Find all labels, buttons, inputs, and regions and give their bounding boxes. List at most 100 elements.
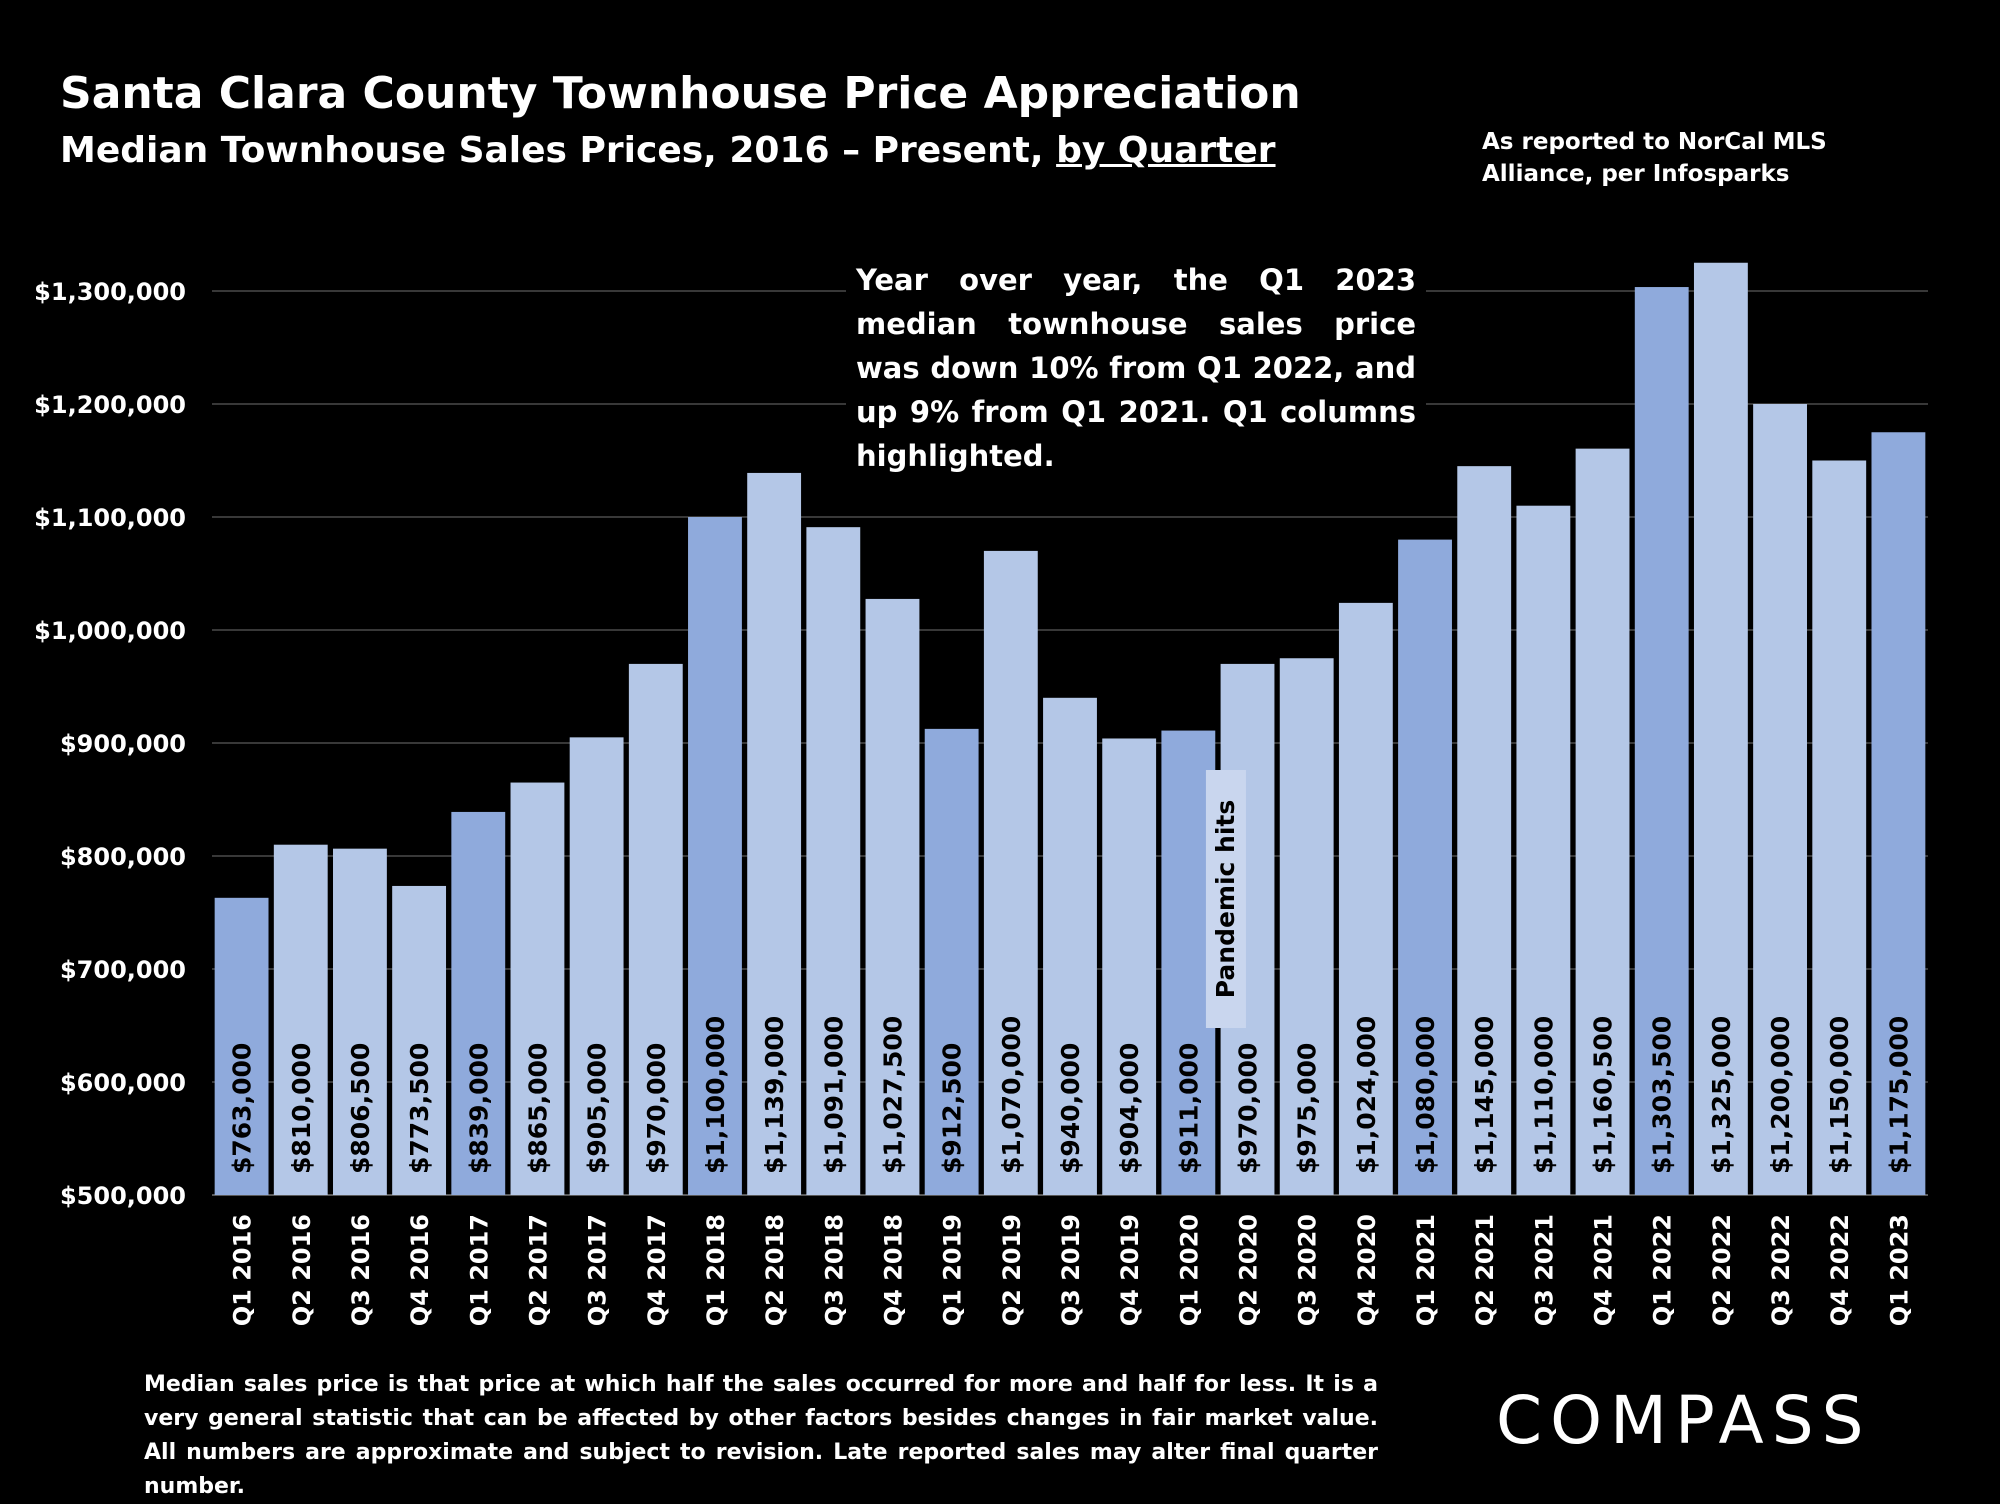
data-label: $911,000 [1174, 1043, 1203, 1174]
x-tick-label: Q4 2017 [643, 1214, 671, 1326]
data-label: $1,070,000 [997, 1016, 1026, 1174]
x-tick-label: Q2 2017 [524, 1214, 552, 1326]
data-label: $904,000 [1115, 1043, 1144, 1174]
data-label: $1,024,000 [1352, 1016, 1381, 1174]
bar [214, 897, 269, 1195]
chart-title: Santa Clara County Townhouse Price Appre… [60, 68, 1301, 119]
bar [451, 811, 506, 1195]
bar [1457, 466, 1512, 1195]
data-label: $1,080,000 [1411, 1016, 1440, 1174]
x-tick-label: Q4 2018 [879, 1214, 907, 1326]
subtitle-prefix: Median Townhouse Sales Prices, 2016 – Pr… [60, 130, 1057, 171]
data-label: $1,100,000 [701, 1016, 730, 1174]
x-tick-label: Q1 2023 [1885, 1214, 1913, 1326]
bar-chart: $500,000 $600,000 $700,000 $800,000 $900,000… [34, 262, 1928, 1326]
data-label: $970,000 [1234, 1043, 1263, 1174]
pandemic-label-box [1205, 770, 1246, 1028]
data-label: $1,160,500 [1589, 1016, 1618, 1174]
x-tick-label: Q2 2021 [1471, 1214, 1499, 1326]
x-tick-label: Q3 2020 [1294, 1214, 1322, 1326]
source-line-1: As reported to NorCal MLS [1482, 129, 1827, 155]
y-tick-label: $800,000 [60, 843, 186, 871]
footnote: Median sales price is that price at whic… [144, 1372, 1378, 1499]
subtitle-by-quarter: by Quarter [1056, 130, 1276, 171]
bar [983, 550, 1038, 1195]
bar [510, 782, 565, 1195]
x-tick-label: Q4 2019 [1116, 1214, 1144, 1326]
bar [392, 885, 447, 1195]
y-axis-labels: $500,000 $600,000 $700,000 $800,000 $900,000… [34, 278, 186, 1210]
bar [1338, 602, 1393, 1195]
y-tick-label: $1,000,000 [34, 617, 186, 645]
bar [1279, 658, 1334, 1195]
y-tick-label: $1,100,000 [34, 504, 186, 532]
bar [806, 527, 861, 1195]
x-tick-label: Q4 2022 [1826, 1214, 1854, 1326]
yoy-annotation: Year over year, the Q1 2023 median townh… [846, 254, 1426, 482]
bar [1043, 697, 1097, 1195]
bar [924, 728, 979, 1195]
x-tick-label: Q3 2018 [820, 1214, 848, 1326]
bar [1634, 287, 1689, 1195]
x-tick-label: Q1 2021 [1412, 1214, 1440, 1326]
bar [1693, 262, 1748, 1195]
data-label: $1,303,500 [1648, 1016, 1677, 1174]
x-tick-label: Q3 2016 [347, 1214, 375, 1326]
x-tick-label: Q2 2019 [998, 1214, 1026, 1326]
x-tick-label: Q3 2022 [1767, 1214, 1795, 1326]
data-label: $1,200,000 [1766, 1016, 1795, 1174]
bar [1516, 505, 1571, 1195]
x-tick-label: Q4 2016 [406, 1214, 434, 1326]
chart-subtitle: Median Townhouse Sales Prices, 2016 – Pr… [60, 130, 1276, 171]
data-label: $1,110,000 [1529, 1016, 1558, 1174]
y-tick-label: $600,000 [60, 1069, 186, 1097]
data-label: $912,500 [938, 1043, 967, 1174]
pandemic-annotation: Pandemic hits [1205, 770, 1246, 1028]
x-tick-label: Q1 2017 [465, 1214, 493, 1326]
x-tick-label: Q2 2022 [1708, 1214, 1736, 1326]
data-label: $773,500 [405, 1043, 434, 1174]
data-label: $763,000 [228, 1043, 257, 1174]
x-tick-label: Q1 2022 [1649, 1214, 1677, 1326]
data-label: $1,145,000 [1470, 1016, 1499, 1174]
bar [1575, 448, 1630, 1195]
value-labels: $763,000 $810,000 $806,500 $773,500 $839,000… [228, 1016, 1914, 1174]
y-tick-label: $1,300,000 [34, 278, 186, 306]
bar [569, 737, 624, 1195]
data-label: $970,000 [642, 1043, 671, 1174]
bar [333, 848, 387, 1195]
data-label: $975,000 [1293, 1043, 1322, 1174]
y-tick-label: $900,000 [60, 730, 186, 758]
y-tick-label: $700,000 [60, 956, 186, 984]
data-label: $1,027,500 [878, 1016, 907, 1174]
bar [1753, 404, 1807, 1195]
x-tick-label: Q3 2019 [1057, 1214, 1085, 1326]
bar [1812, 460, 1867, 1195]
data-label: $1,091,000 [819, 1016, 848, 1174]
x-tick-label: Q3 2021 [1530, 1214, 1558, 1326]
x-axis-labels: Q1 2016 Q2 2016 Q3 2016 Q4 2016 Q1 2017 Q2 20… [229, 1214, 1914, 1326]
x-tick-label: Q2 2016 [288, 1214, 316, 1326]
x-tick-label: Q1 2018 [702, 1214, 730, 1326]
data-label: $940,000 [1056, 1043, 1085, 1174]
data-label: $1,150,000 [1825, 1016, 1854, 1174]
bar [273, 844, 328, 1195]
x-tick-label: Q4 2020 [1353, 1214, 1381, 1326]
x-tick-label: Q2 2020 [1235, 1214, 1263, 1326]
data-label: $806,500 [346, 1043, 375, 1174]
bar [1102, 738, 1157, 1195]
x-tick-label: Q4 2021 [1590, 1214, 1618, 1326]
source-line-2: Alliance, per Infosparks [1482, 161, 1790, 187]
x-tick-label: Q3 2017 [584, 1214, 612, 1326]
bar [688, 517, 742, 1195]
y-tick-label: $1,200,000 [34, 391, 186, 419]
data-label: $1,139,000 [760, 1016, 789, 1174]
data-label: $839,000 [464, 1043, 493, 1174]
data-label: $1,175,000 [1884, 1016, 1913, 1174]
x-tick-label: Q2 2018 [761, 1214, 789, 1326]
bar [865, 598, 920, 1195]
data-label: $865,000 [523, 1043, 552, 1174]
source-note: As reported to NorCal MLS Alliance, per … [1482, 126, 1827, 190]
bar [747, 472, 802, 1195]
data-label: $905,000 [583, 1043, 612, 1174]
